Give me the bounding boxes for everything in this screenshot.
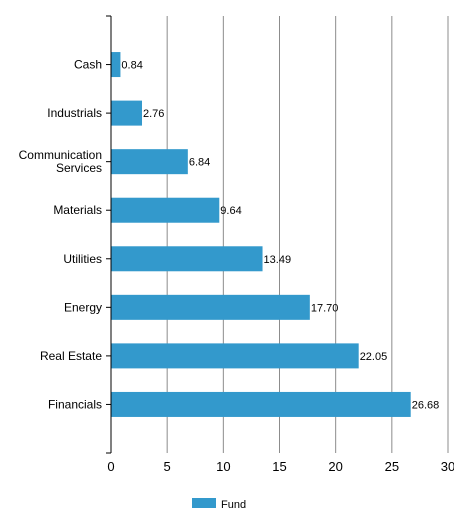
bar-cash [111, 52, 121, 78]
x-tick-label-5: 5 [164, 459, 171, 474]
x-tick-label-25: 25 [385, 459, 399, 474]
bar-utilities [111, 246, 263, 272]
value-label-financials: 26.68 [412, 399, 440, 411]
value-label-industrials: 2.76 [143, 108, 164, 120]
category-label-communication-services: Communication Services [19, 148, 102, 175]
x-tick-label-10: 10 [216, 459, 230, 474]
value-labels: 0.84 2.76 6.84 9.64 13.49 17.70 22.05 26.68 [121, 60, 439, 412]
x-tick-labels: 0 5 10 15 20 25 30 [107, 459, 454, 474]
legend-swatch-fund [192, 498, 216, 508]
x-tick-label-0: 0 [107, 459, 114, 474]
category-labels: Cash Industrials Communication Services Mate… [19, 58, 103, 412]
value-label-communication-services: 6.84 [189, 157, 210, 169]
x-tick-label-15: 15 [272, 459, 286, 474]
legend-label-fund: Fund [221, 499, 246, 508]
value-label-energy: 17.70 [311, 302, 339, 314]
bar-communication-services [111, 149, 188, 175]
bar-real-estate [111, 343, 359, 369]
value-label-cash: 0.84 [121, 60, 142, 72]
bar-series-fund [111, 52, 411, 417]
bar-financials [111, 391, 411, 417]
value-label-real-estate: 22.05 [360, 351, 388, 363]
category-label-utilities: Utilities [63, 252, 102, 266]
value-label-utilities: 13.49 [264, 254, 292, 266]
value-label-materials: 9.64 [220, 205, 241, 217]
category-label-industrials: Industrials [47, 106, 102, 120]
x-tick-label-30: 30 [441, 459, 454, 474]
category-label-cash: Cash [74, 58, 102, 72]
x-tick-label-20: 20 [328, 459, 342, 474]
bar-materials [111, 197, 220, 223]
category-label-materials: Materials [53, 203, 102, 217]
legend: Fund [192, 498, 246, 508]
bar-industrials [111, 100, 143, 126]
category-label-financials: Financials [48, 397, 102, 411]
axes [106, 15, 112, 454]
category-label-real-estate: Real Estate [40, 349, 102, 363]
gridlines [166, 16, 449, 453]
bar-energy [111, 294, 310, 320]
category-label-energy: Energy [64, 300, 102, 314]
